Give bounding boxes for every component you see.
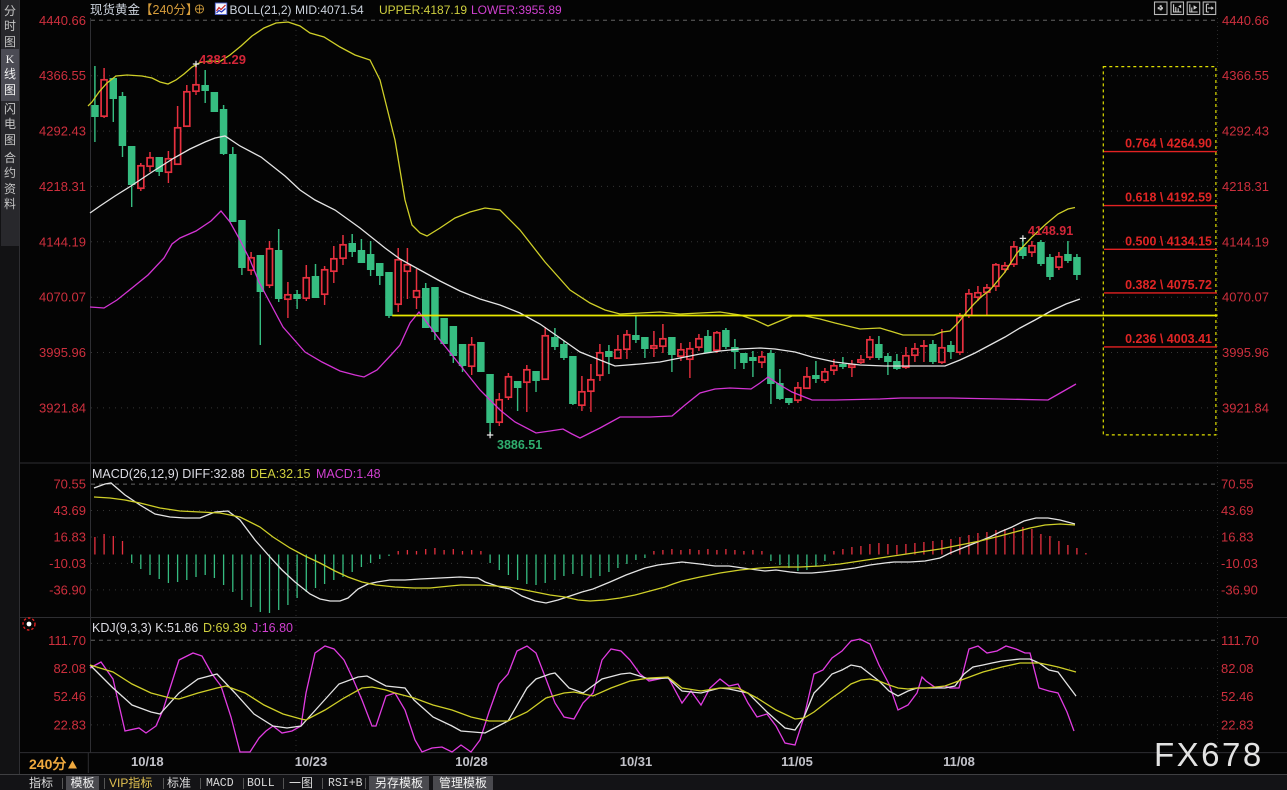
svg-text:4292.43: 4292.43 bbox=[39, 124, 86, 139]
svg-text:10/31: 10/31 bbox=[620, 754, 653, 769]
svg-text:3921.84: 3921.84 bbox=[1222, 400, 1269, 415]
svg-text:-36.90: -36.90 bbox=[1221, 582, 1258, 597]
svg-text:4366.55: 4366.55 bbox=[39, 68, 86, 83]
svg-text:11/05: 11/05 bbox=[781, 754, 813, 769]
svg-text:0.764 \ 4264.90: 0.764 \ 4264.90 bbox=[1125, 137, 1212, 151]
svg-text:4366.55: 4366.55 bbox=[1222, 68, 1269, 83]
svg-text:3921.84: 3921.84 bbox=[39, 400, 86, 415]
svg-text:-10.03: -10.03 bbox=[49, 556, 86, 571]
svg-text:4144.19: 4144.19 bbox=[1222, 234, 1269, 249]
svg-text:43.69: 43.69 bbox=[1221, 503, 1254, 518]
svg-text:-36.90: -36.90 bbox=[49, 582, 86, 597]
svg-text:3995.96: 3995.96 bbox=[1222, 345, 1269, 360]
svg-text:22.83: 22.83 bbox=[53, 717, 86, 732]
svg-text:52.46: 52.46 bbox=[1221, 689, 1254, 704]
svg-text:10/23: 10/23 bbox=[295, 754, 328, 769]
svg-text:10/28: 10/28 bbox=[455, 754, 488, 769]
svg-text:22.83: 22.83 bbox=[1221, 717, 1254, 732]
svg-text:FX678: FX678 bbox=[1154, 736, 1264, 773]
svg-text:4381.29: 4381.29 bbox=[199, 52, 246, 67]
svg-text:43.69: 43.69 bbox=[53, 503, 86, 518]
svg-text:0.382 \ 4075.72: 0.382 \ 4075.72 bbox=[1125, 278, 1212, 292]
svg-text:111.70: 111.70 bbox=[1221, 633, 1259, 648]
svg-text:-10.03: -10.03 bbox=[1221, 556, 1258, 571]
svg-text:240分: 240分 bbox=[29, 756, 66, 772]
svg-text:10/18: 10/18 bbox=[131, 754, 164, 769]
svg-text:11/08: 11/08 bbox=[943, 754, 975, 769]
svg-text:52.46: 52.46 bbox=[53, 689, 86, 704]
svg-text:4440.66: 4440.66 bbox=[39, 13, 86, 28]
svg-text:70.55: 70.55 bbox=[53, 477, 86, 492]
svg-text:KDJ(9,3,3) K:51.86D:69.39J:16.: KDJ(9,3,3) K:51.86 D:69.39 J:16.80 bbox=[92, 621, 293, 635]
svg-text:4148.91: 4148.91 bbox=[1028, 224, 1073, 238]
svg-text:4218.31: 4218.31 bbox=[1222, 179, 1269, 194]
svg-text:111.70: 111.70 bbox=[48, 633, 86, 648]
svg-text:16.83: 16.83 bbox=[1221, 530, 1254, 545]
svg-text:70.55: 70.55 bbox=[1221, 477, 1254, 492]
svg-text:82.08: 82.08 bbox=[53, 661, 86, 676]
svg-text:4144.19: 4144.19 bbox=[39, 234, 86, 249]
svg-text:0.618 \ 4192.59: 0.618 \ 4192.59 bbox=[1125, 191, 1212, 205]
svg-text:4070.07: 4070.07 bbox=[39, 290, 86, 305]
svg-text:3886.51: 3886.51 bbox=[497, 438, 542, 452]
svg-text:0.500 \ 4134.15: 0.500 \ 4134.15 bbox=[1125, 234, 1212, 248]
svg-text:4070.07: 4070.07 bbox=[1222, 290, 1269, 305]
svg-text:16.83: 16.83 bbox=[53, 530, 86, 545]
svg-text:4218.31: 4218.31 bbox=[39, 179, 86, 194]
svg-text:现货黄金【240分】: 现货黄金【240分】 bbox=[90, 2, 198, 17]
svg-text:0.236 \ 4003.41: 0.236 \ 4003.41 bbox=[1125, 332, 1212, 346]
svg-text:4292.43: 4292.43 bbox=[1222, 124, 1269, 139]
svg-text:3995.96: 3995.96 bbox=[39, 345, 86, 360]
svg-text:82.08: 82.08 bbox=[1221, 661, 1254, 676]
svg-text:4440.66: 4440.66 bbox=[1222, 13, 1269, 28]
